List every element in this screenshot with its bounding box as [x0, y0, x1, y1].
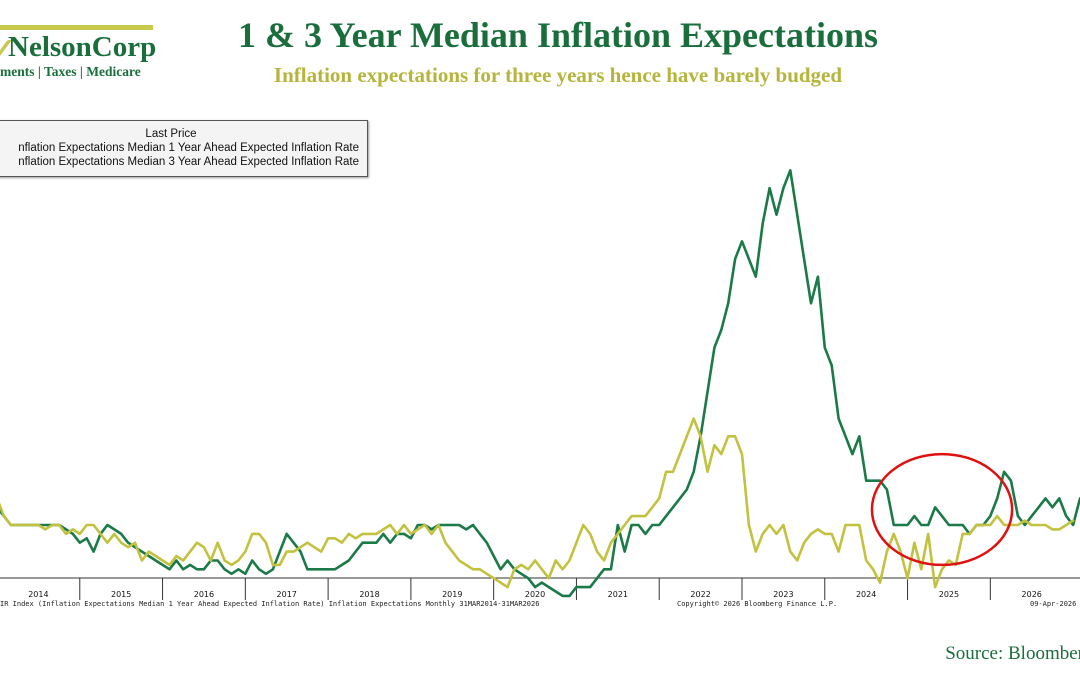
x-tick-label: 2015 [111, 590, 131, 599]
x-tick-label: 2020 [525, 590, 545, 599]
x-tick-label: 2022 [690, 590, 710, 599]
x-tick-label: 2017 [277, 590, 297, 599]
legend-entry-one-year: nflation Expectations Median 1 Year Ahea… [18, 142, 359, 154]
x-tick-label: 2021 [608, 590, 628, 599]
x-tick-label: 2016 [194, 590, 214, 599]
date-stamp: 09-Apr-2026 1 [1030, 600, 1080, 608]
x-tick-label: 2025 [939, 590, 959, 599]
logo-tagline: ments | Taxes | Medicare [0, 64, 141, 79]
series-line-three-year [0, 417, 1075, 589]
copyright-note: Copyright© 2026 Bloomberg Finance L.P. [677, 600, 838, 608]
legend-title: Last Price [145, 128, 197, 140]
x-tick-label: 2024 [856, 590, 876, 599]
x-tick-label: 2014 [28, 590, 48, 599]
source-label: Source: Bloomber [945, 643, 1080, 664]
chart-legend: Last Price nflation Expectations Median … [0, 120, 368, 177]
chart-subtitle: Inflation expectations for three years h… [273, 63, 843, 87]
x-tick-label: 2026 [1022, 590, 1042, 599]
x-tick-label: 2019 [442, 590, 462, 599]
x-tick-label: 2018 [359, 590, 379, 599]
x-tick-label: 2023 [773, 590, 793, 599]
logo-name: NelsonCorp [8, 31, 157, 63]
chart-title: 1 & 3 Year Median Inflation Expectations [237, 15, 878, 55]
series-line-one-year [0, 169, 1080, 598]
index-note: IR Index (Inflation Expectations Median … [0, 600, 540, 608]
highlight-ellipse [870, 452, 1014, 567]
logo-check-icon: ✓ [0, 34, 16, 65]
legend-entry-three-year: nflation Expectations Median 3 Year Ahea… [18, 156, 359, 168]
logo-accent-bar [0, 25, 153, 30]
